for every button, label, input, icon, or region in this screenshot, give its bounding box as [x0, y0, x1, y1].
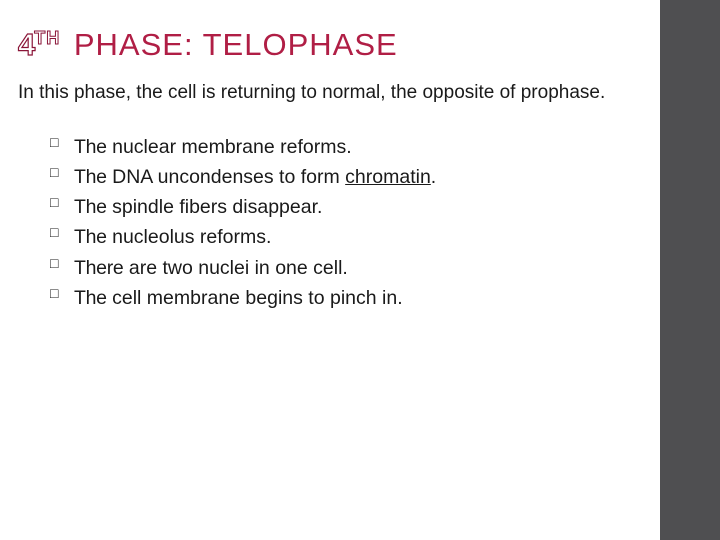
bullet-lead: The — [74, 196, 107, 218]
bullet-rest-post: . — [431, 166, 436, 188]
slide-title: 4TH PHASE: TELOPHASE — [18, 28, 642, 62]
bullet-rest: cell membrane begins to pinch in. — [107, 287, 403, 309]
bullet-underlined: chromatin — [345, 166, 431, 188]
bullet-lead: There — [74, 257, 123, 279]
list-item: The nucleolus reforms. — [56, 222, 578, 252]
list-item: The DNA uncondenses to form chromatin. — [56, 162, 578, 192]
bullet-rest: nuclear membrane reforms. — [107, 136, 352, 158]
bullet-lead: The — [74, 226, 107, 248]
list-item: There are two nuclei in one cell. — [56, 253, 578, 283]
bullet-lead: The — [74, 136, 107, 158]
bullet-lead: The — [74, 287, 107, 309]
title-rest: PHASE: TELOPHASE — [64, 27, 397, 62]
bullet-rest: are two nuclei in one cell. — [123, 257, 347, 279]
slide-content: 4TH PHASE: TELOPHASE In this phase, the … — [0, 0, 660, 540]
bullet-rest-pre: DNA uncondenses to form — [107, 166, 345, 188]
bullet-rest: spindle fibers disappear. — [107, 196, 323, 218]
right-dark-strip — [660, 0, 720, 540]
intro-text: In this phase, the cell is returning to … — [18, 80, 618, 106]
bullet-lead: The — [74, 166, 107, 188]
title-superscript: TH — [34, 28, 60, 48]
list-item: The spindle fibers disappear. — [56, 192, 578, 222]
list-item: The cell membrane begins to pinch in. — [56, 283, 578, 313]
list-item: The nuclear membrane reforms. — [56, 132, 578, 162]
bullet-rest: nucleolus reforms. — [107, 226, 272, 248]
bullet-list: The nuclear membrane reforms. The DNA un… — [18, 132, 578, 313]
